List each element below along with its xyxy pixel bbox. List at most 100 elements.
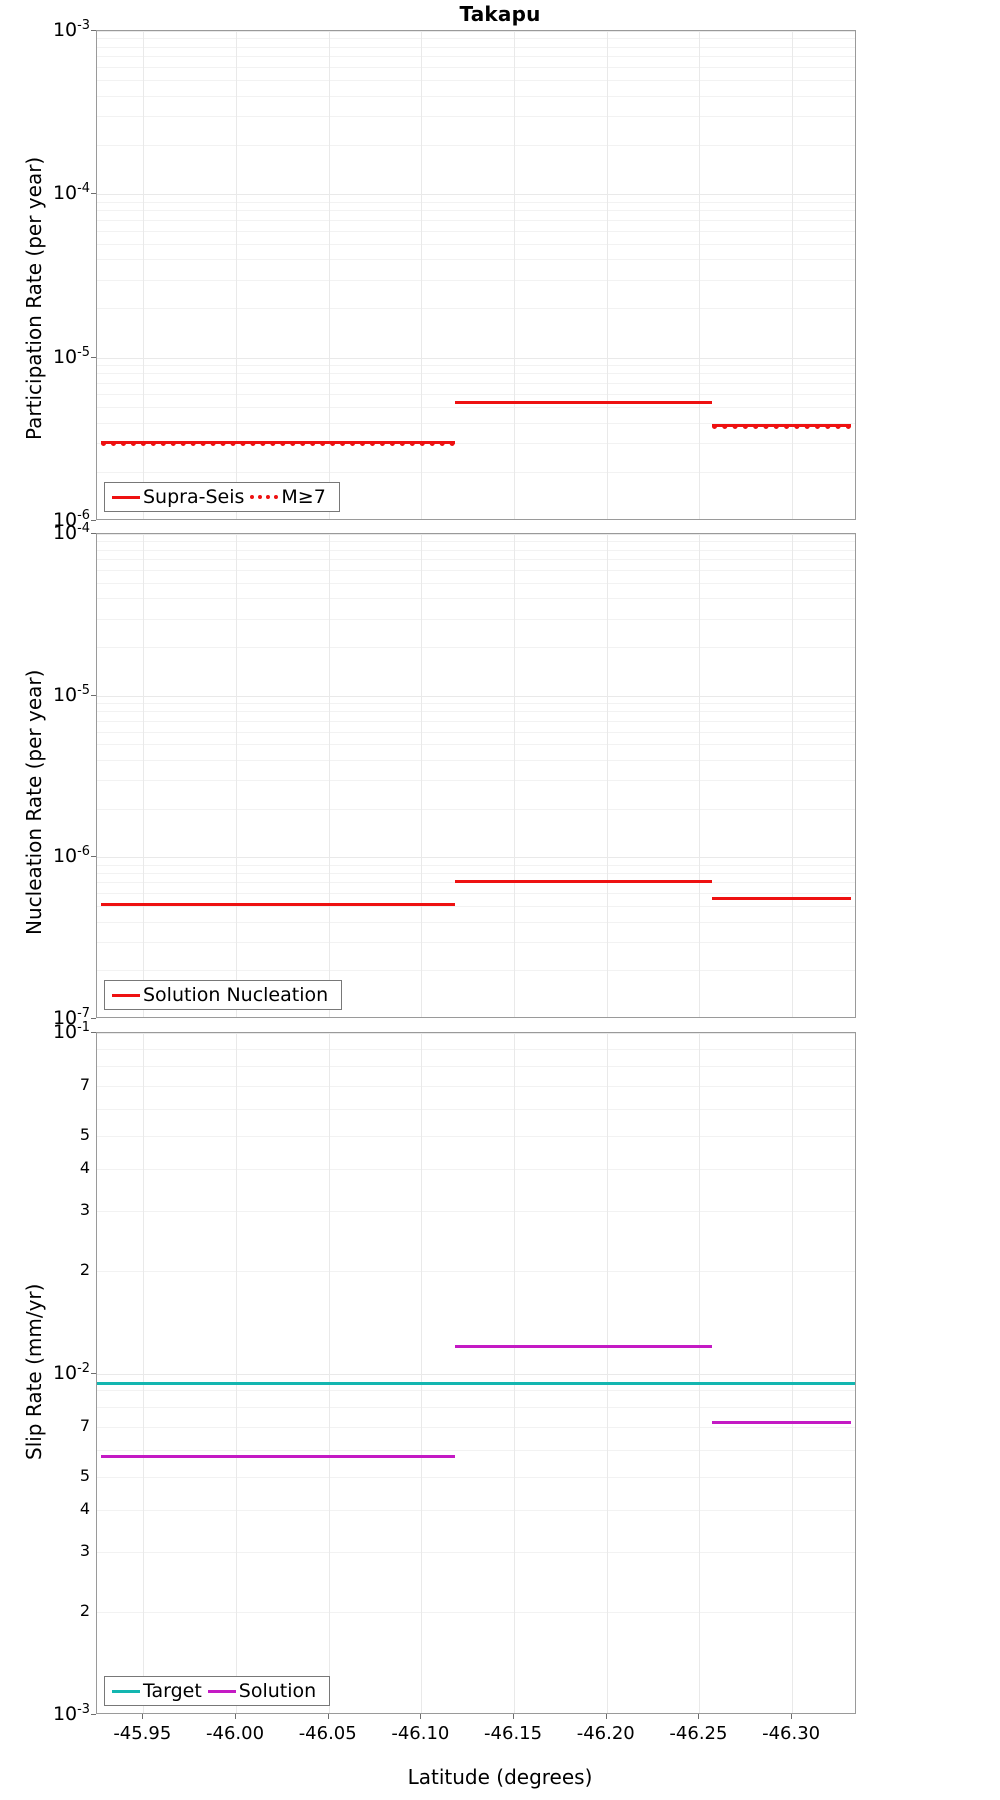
gridline-horizontal [97,1271,855,1273]
y-tick-mark [91,30,96,31]
y-tick-label: 10-6 [10,844,90,868]
gridline-vertical [328,31,330,519]
x-tick-label: -46.25 [669,1723,728,1744]
gridline-horizontal [97,549,855,551]
x-tick-label: -46.10 [391,1723,450,1744]
gridline-horizontal [97,46,855,48]
gridline-horizontal [97,1612,855,1614]
gridline-horizontal [97,373,855,375]
gridline-horizontal [97,393,855,395]
panel-sliprate [96,1032,856,1714]
series-segment-m-7 [712,424,852,430]
y-tick-mantissa: 10 [52,182,78,205]
gridline-horizontal [97,1048,855,1050]
y-tick-label: 10-6 [10,509,90,532]
gridline-horizontal [97,230,855,232]
gridline-vertical [328,534,330,1017]
gridline-horizontal [97,857,855,859]
gridline-horizontal [97,731,855,733]
y-tick-mark [91,856,96,858]
y-tick-mantissa: 10 [52,522,78,545]
legend-entry[interactable]: Target [112,1680,208,1702]
y-minor-tick-label: 7 [79,1415,90,1435]
x-tick-label: -46.00 [206,1723,265,1744]
gridline-vertical [792,1033,794,1713]
gridline-horizontal [97,279,855,281]
series-segment-solution [454,1344,713,1348]
x-tick-label: -46.05 [298,1723,357,1744]
legend-entry[interactable]: M≥7 [250,486,331,508]
gridline-horizontal [97,760,855,761]
gridline-horizontal [97,259,855,261]
legend-entry[interactable]: Solution Nucleation [112,984,334,1006]
gridline-horizontal [97,970,855,972]
gridline-horizontal [97,1374,855,1375]
gridline-horizontal [97,357,855,359]
gridline-horizontal [97,201,855,203]
y-tick-mantissa: 10 [52,509,78,532]
legend-nucleation[interactable]: Solution Nucleation [104,980,343,1010]
y-tick-exponent: -5 [77,344,90,360]
gridline-horizontal [97,80,855,82]
legend-sliprate[interactable]: Target Solution [104,1676,331,1706]
gridline-horizontal [97,559,855,561]
y-tick-mantissa: 10 [52,1703,78,1726]
x-tick-mark [791,1714,793,1719]
gridline-vertical [143,1033,145,1713]
y-tick-exponent: -4 [77,181,90,197]
y-minor-tick-label: 2 [79,1260,90,1280]
x-tick-mark [235,1714,237,1719]
gridline-horizontal [97,1211,855,1213]
y-minor-tick-label: 4 [79,1157,90,1177]
y-tick-label: 10-4 [10,522,90,545]
x-tick-mark [698,1714,700,1719]
gridline-horizontal [97,905,855,907]
series-segment-solution-nucleation [712,896,852,900]
gridline-horizontal [97,308,855,310]
legend-entry[interactable]: Solution [207,1680,322,1702]
x-tick-mark [420,1714,422,1719]
y-minor-tick-label: 2 [79,1601,90,1621]
gridline-horizontal [97,116,855,118]
gridline-horizontal [97,921,855,923]
gridline-horizontal [97,534,855,535]
legend-label: Solution Nucleation [143,984,329,1006]
legend-entry[interactable]: Supra-Seis [112,486,250,508]
gridline-horizontal [97,194,855,196]
plot-area-participation [96,30,856,520]
y-tick-mark [91,520,96,521]
gridline-horizontal [97,1426,855,1428]
plot-area-sliprate [96,1032,856,1714]
gridline-horizontal [97,569,855,571]
gridline-vertical [699,31,701,519]
gridline-horizontal [97,1085,855,1087]
gridline-horizontal [97,471,855,473]
gridline-horizontal [97,243,855,245]
series-segment-supra-seis [454,401,713,405]
gridline-horizontal [97,1108,855,1110]
gridline-vertical [514,31,516,519]
gridline-vertical [421,31,423,519]
y-tick-exponent: -3 [77,17,90,33]
y-minor-tick-label: 4 [79,1498,90,1518]
gridline-horizontal [97,720,855,722]
gridline-horizontal [97,598,855,600]
gridline-vertical [792,534,794,1017]
y-tick-mark [91,1032,96,1033]
gridline-horizontal [97,1168,855,1170]
y-tick-mantissa: 10 [52,19,78,42]
gridline-horizontal [97,1066,855,1068]
legend-participation[interactable]: Supra-Seis M≥7 [104,482,340,512]
gridline-horizontal [97,1407,855,1409]
gridline-horizontal [97,647,855,648]
gridline-horizontal [97,893,855,895]
y-tick-mantissa: 10 [52,845,78,868]
y-tick-exponent: -6 [77,844,90,860]
y-tick-mark [91,1373,96,1374]
gridline-horizontal [97,1449,855,1451]
y-minor-tick-label: 5 [79,1465,90,1485]
series-segment-m-7 [100,440,455,446]
gridline-horizontal [97,1135,855,1137]
gridline-horizontal [97,210,855,212]
